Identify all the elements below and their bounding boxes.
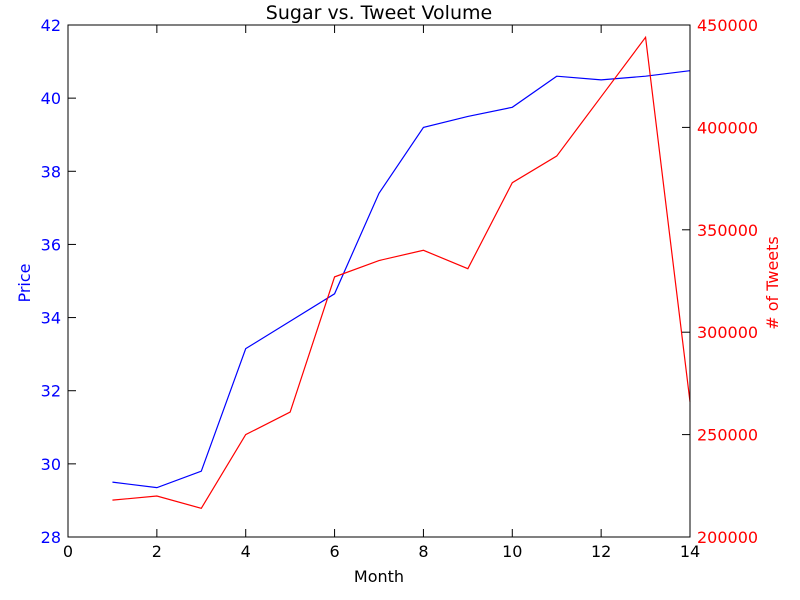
right-y-axis-title: # of Tweets	[763, 236, 782, 330]
chart-title: Sugar vs. Tweet Volume	[266, 2, 492, 24]
x-tick-label: 12	[591, 542, 611, 561]
price-series-line	[112, 70, 691, 489]
right-y-tick-label: 350000	[697, 221, 758, 240]
left-y-tick-label: 40	[41, 89, 61, 108]
series-layer	[112, 35, 691, 510]
plot-frame	[67, 24, 691, 538]
left-y-tick-label: 34	[41, 309, 61, 328]
x-axis-title: Month	[354, 567, 404, 586]
right-y-axis-ticks: 200000 250000 300000 350000 400000 450000	[682, 16, 758, 547]
left-y-axis-ticks: 28 30 32 34 36 38 40 42	[41, 16, 76, 547]
left-y-tick-label: 36	[41, 235, 61, 254]
x-tick-label: 4	[241, 542, 251, 561]
x-tick-label: 6	[329, 542, 339, 561]
left-y-axis-title: Price	[15, 263, 34, 302]
right-y-tick-label: 400000	[697, 118, 758, 137]
right-y-tick-label: 450000	[697, 16, 758, 35]
left-y-tick-label: 28	[41, 528, 61, 547]
tweets-series-line	[112, 35, 691, 510]
right-y-tick-label: 200000	[697, 528, 758, 547]
x-tick-label: 8	[418, 542, 428, 561]
x-tick-label: 14	[680, 542, 700, 561]
left-y-tick-label: 38	[41, 162, 61, 181]
right-y-tick-label: 250000	[697, 426, 758, 445]
left-y-tick-label: 30	[41, 455, 61, 474]
x-tick-label: 2	[152, 542, 162, 561]
left-y-tick-label: 42	[41, 16, 61, 35]
x-tick-label: 0	[63, 542, 73, 561]
left-y-tick-label: 32	[41, 382, 61, 401]
right-y-tick-label: 300000	[697, 323, 758, 342]
x-axis-ticks: 0 2 4 6 8 10 12 14	[63, 25, 700, 561]
x-tick-label: 10	[502, 542, 522, 561]
